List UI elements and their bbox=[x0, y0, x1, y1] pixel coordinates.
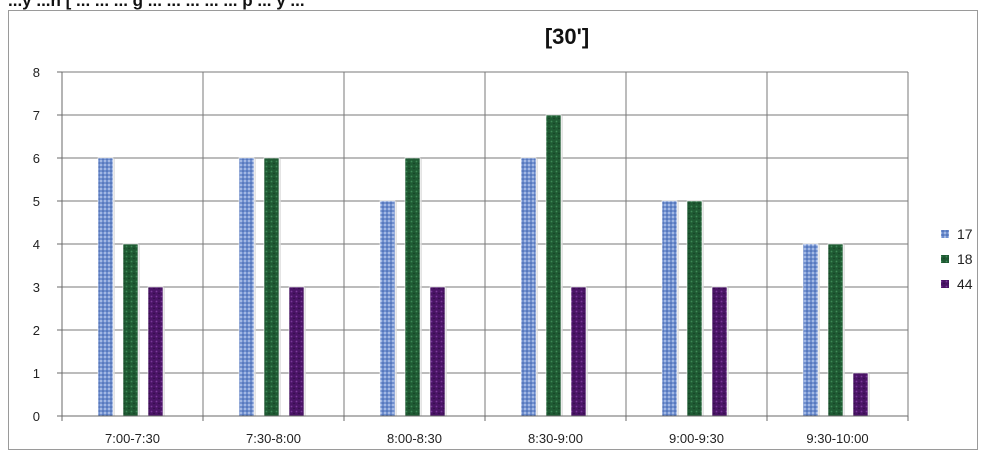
chart-title: [30'] bbox=[545, 24, 589, 49]
bar-44-8:30-9:00 bbox=[570, 286, 587, 417]
gridlines bbox=[62, 71, 908, 416]
legend-label-17: 17 bbox=[957, 226, 973, 242]
x-tick-label: 7:30-8:00 bbox=[246, 431, 301, 446]
y-tick-label: 2 bbox=[33, 323, 40, 338]
legend-swatch-17 bbox=[941, 230, 949, 238]
bar-18-8:30-9:00 bbox=[545, 114, 562, 417]
bar-44-7:30-8:00 bbox=[288, 286, 305, 417]
legend-label-44: 44 bbox=[957, 276, 973, 292]
bar-17-8:30-9:00 bbox=[520, 157, 537, 417]
x-axis-tick-labels: 7:00-7:30 7:30-8:00 8:00-8:30 8:30-9:00 9:00… bbox=[105, 431, 869, 446]
y-tick-label: 3 bbox=[33, 280, 40, 295]
x-tick-label: 9:30-10:00 bbox=[806, 431, 868, 446]
bar-18-9:30-10:00 bbox=[827, 243, 844, 417]
cropped-header-text: ...y ...h [ ... ... ... g ... ... ... ..… bbox=[0, 0, 990, 14]
y-tick-label: 7 bbox=[33, 108, 40, 123]
x-tick-label: 8:30-9:00 bbox=[528, 431, 583, 446]
x-tick-label: 7:00-7:30 bbox=[105, 431, 160, 446]
bar-18-9:00-9:30 bbox=[686, 200, 703, 417]
bar-44-9:00-9:30 bbox=[711, 286, 728, 417]
legend-swatch-44 bbox=[941, 280, 949, 288]
bar-44-7:00-7:30 bbox=[147, 286, 164, 417]
y-tick-label: 1 bbox=[33, 366, 40, 381]
cropped-header-fragment: ...y ...h [ ... ... ... g ... ... ... ..… bbox=[8, 0, 305, 10]
bar-44-8:00-8:30 bbox=[429, 286, 446, 417]
bar-17-7:00-7:30 bbox=[97, 157, 114, 417]
x-tick-label: 8:00-8:30 bbox=[387, 431, 442, 446]
y-tick-label: 6 bbox=[33, 151, 40, 166]
y-tick-label: 8 bbox=[33, 65, 40, 80]
legend: 17 18 44 bbox=[941, 226, 973, 292]
y-axis-tick-labels: 0 1 2 3 4 5 6 7 8 bbox=[33, 65, 40, 424]
bar-18-7:00-7:30 bbox=[122, 243, 139, 417]
y-tick-label: 0 bbox=[33, 409, 40, 424]
bars bbox=[97, 114, 870, 417]
bar-17-9:00-9:30 bbox=[661, 200, 678, 417]
axes bbox=[57, 71, 909, 421]
bar-17-7:30-8:00 bbox=[238, 157, 255, 417]
bar-17-9:30-10:00 bbox=[802, 243, 819, 417]
chart-frame bbox=[8, 10, 978, 450]
y-tick-label: 4 bbox=[33, 237, 40, 252]
bar-17-8:00-8:30 bbox=[379, 200, 396, 417]
legend-label-18: 18 bbox=[957, 251, 973, 267]
bar-18-7:30-8:00 bbox=[263, 157, 280, 417]
x-tick-label: 9:00-9:30 bbox=[669, 431, 724, 446]
y-tick-label: 5 bbox=[33, 194, 40, 209]
legend-swatch-18 bbox=[941, 255, 949, 263]
bar-44-9:30-10:00 bbox=[852, 372, 869, 417]
bar-18-8:00-8:30 bbox=[404, 157, 421, 417]
